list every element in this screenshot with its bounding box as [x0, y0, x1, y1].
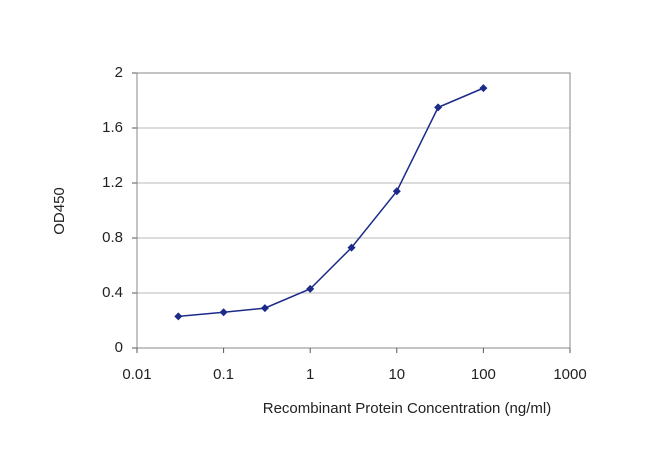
x-tick-label: 1: [306, 366, 314, 383]
data-point: [174, 312, 183, 321]
x-tick-label: 10: [388, 366, 405, 383]
data-point: [434, 103, 443, 112]
x-tick-label: 0.01: [122, 366, 151, 383]
x-axis-title: Recombinant Protein Concentration (ng/ml…: [263, 400, 551, 417]
y-tick-label: 0.4: [102, 284, 123, 301]
y-tick-label: 2: [115, 64, 123, 81]
x-tick-label: 1000: [553, 366, 586, 383]
data-point: [479, 84, 488, 93]
y-tick-label: 0.8: [102, 229, 123, 246]
y-axis-title: OD450: [51, 187, 68, 235]
y-tick-label: 0: [115, 339, 123, 356]
data-point: [260, 304, 269, 313]
x-tick-label: 0.1: [213, 366, 234, 383]
y-tick-label: 1.6: [102, 119, 123, 136]
data-point: [347, 243, 356, 252]
data-point: [219, 308, 228, 317]
plot-frame: [136, 72, 571, 349]
series-line: [178, 87, 484, 318]
x-tick-label: 100: [471, 366, 496, 383]
y-tick-label: 1.2: [102, 174, 123, 191]
data-point: [306, 284, 315, 293]
data-point: [392, 187, 401, 196]
